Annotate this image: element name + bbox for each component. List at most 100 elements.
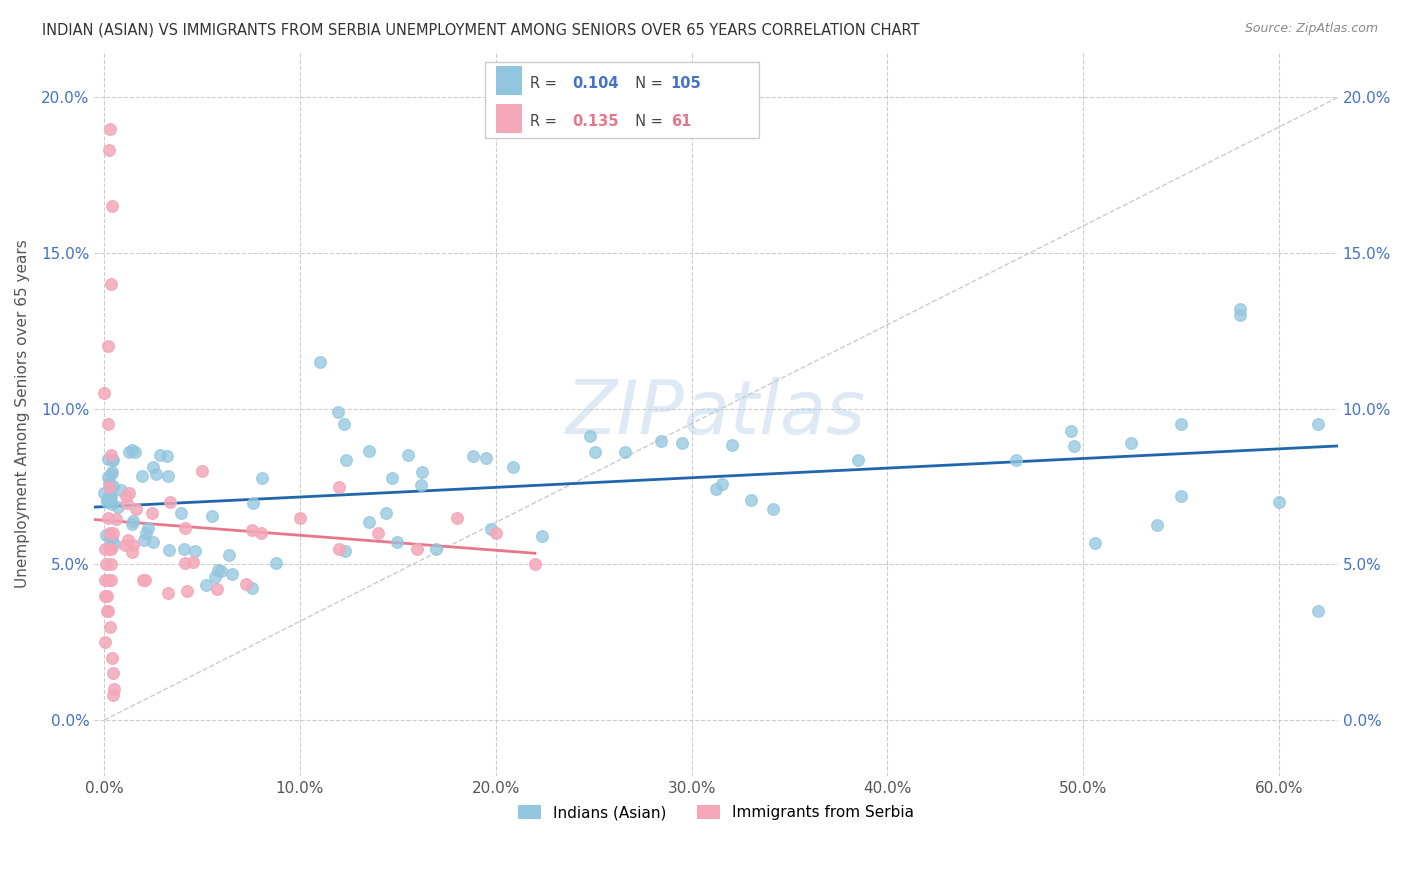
Immigrants from Serbia <box>100 449 122 463</box>
Text: N =: N = <box>626 76 668 91</box>
Indians (Asian) <box>156 469 179 483</box>
Indians (Asian) <box>1063 439 1085 453</box>
Indians (Asian) <box>475 450 498 465</box>
Immigrants from Serbia <box>93 573 115 587</box>
Immigrants from Serbia <box>93 386 115 401</box>
Immigrants from Serbia <box>96 604 118 618</box>
Immigrants from Serbia <box>523 558 546 572</box>
Indians (Asian) <box>333 417 356 432</box>
Indians (Asian) <box>846 452 869 467</box>
Indians (Asian) <box>502 459 524 474</box>
Indians (Asian) <box>201 508 224 523</box>
Immigrants from Serbia <box>176 584 198 599</box>
Indians (Asian) <box>385 535 408 549</box>
Indians (Asian) <box>740 492 762 507</box>
Indians (Asian) <box>97 470 120 484</box>
Legend: Indians (Asian), Immigrants from Serbia: Indians (Asian), Immigrants from Serbia <box>512 799 921 827</box>
Indians (Asian) <box>1005 453 1028 467</box>
Immigrants from Serbia <box>288 510 311 524</box>
Immigrants from Serbia <box>240 524 263 538</box>
Indians (Asian) <box>100 497 122 511</box>
Immigrants from Serbia <box>191 464 214 478</box>
Text: R =: R = <box>530 114 561 129</box>
Indians (Asian) <box>328 405 350 419</box>
Indians (Asian) <box>218 549 240 563</box>
Indians (Asian) <box>650 434 672 448</box>
Immigrants from Serbia <box>98 620 121 634</box>
Immigrants from Serbia <box>100 558 122 572</box>
Indians (Asian) <box>579 429 602 443</box>
Immigrants from Serbia <box>367 526 389 541</box>
Indians (Asian) <box>101 479 124 493</box>
Immigrants from Serbia <box>141 506 163 520</box>
Immigrants from Serbia <box>103 681 125 696</box>
Indians (Asian) <box>101 453 124 467</box>
Text: 0.135: 0.135 <box>572 114 619 129</box>
Immigrants from Serbia <box>249 526 271 541</box>
Indians (Asian) <box>396 448 419 462</box>
Immigrants from Serbia <box>103 526 125 541</box>
Immigrants from Serbia <box>96 589 118 603</box>
Immigrants from Serbia <box>121 545 143 559</box>
Immigrants from Serbia <box>328 480 350 494</box>
Indians (Asian) <box>671 435 693 450</box>
Indians (Asian) <box>98 475 121 490</box>
Immigrants from Serbia <box>105 512 128 526</box>
Indians (Asian) <box>138 521 160 535</box>
Indians (Asian) <box>107 500 129 515</box>
Immigrants from Serbia <box>100 526 122 541</box>
Indians (Asian) <box>1268 495 1291 509</box>
Indians (Asian) <box>110 483 132 497</box>
Immigrants from Serbia <box>100 277 122 292</box>
Immigrants from Serbia <box>406 541 429 556</box>
Immigrants from Serbia <box>97 604 120 618</box>
Indians (Asian) <box>374 506 396 520</box>
Indians (Asian) <box>250 471 273 485</box>
Immigrants from Serbia <box>115 496 138 510</box>
Immigrants from Serbia <box>101 688 124 702</box>
Immigrants from Serbia <box>114 538 136 552</box>
Immigrants from Serbia <box>96 510 118 524</box>
Indians (Asian) <box>240 581 263 595</box>
Immigrants from Serbia <box>94 635 117 649</box>
Indians (Asian) <box>381 471 404 485</box>
Indians (Asian) <box>411 478 433 492</box>
Indians (Asian) <box>204 570 226 584</box>
Immigrants from Serbia <box>117 533 139 547</box>
Text: 61: 61 <box>671 114 690 129</box>
Indians (Asian) <box>1308 417 1330 432</box>
Immigrants from Serbia <box>98 121 121 136</box>
Immigrants from Serbia <box>157 586 180 600</box>
Immigrants from Serbia <box>446 510 468 524</box>
Indians (Asian) <box>411 465 433 479</box>
Indians (Asian) <box>481 522 503 536</box>
Indians (Asian) <box>142 460 165 475</box>
Immigrants from Serbia <box>174 521 197 535</box>
Immigrants from Serbia <box>94 589 117 603</box>
Immigrants from Serbia <box>328 541 350 556</box>
Indians (Asian) <box>359 444 381 458</box>
Immigrants from Serbia <box>94 558 117 572</box>
Indians (Asian) <box>100 531 122 545</box>
Indians (Asian) <box>1170 417 1192 432</box>
Indians (Asian) <box>96 491 118 506</box>
Indians (Asian) <box>98 528 121 542</box>
Text: 105: 105 <box>671 76 702 91</box>
Indians (Asian) <box>721 438 744 452</box>
Immigrants from Serbia <box>98 541 121 556</box>
Indians (Asian) <box>94 527 117 541</box>
Indians (Asian) <box>704 483 727 497</box>
Indians (Asian) <box>98 539 121 553</box>
Indians (Asian) <box>173 541 195 556</box>
Indians (Asian) <box>132 533 155 548</box>
Indians (Asian) <box>93 486 115 500</box>
Indians (Asian) <box>1229 309 1251 323</box>
Indians (Asian) <box>121 516 143 531</box>
Indians (Asian) <box>145 467 167 481</box>
Indians (Asian) <box>1308 604 1330 618</box>
Immigrants from Serbia <box>159 495 181 509</box>
Immigrants from Serbia <box>132 573 155 587</box>
Indians (Asian) <box>207 563 229 577</box>
Indians (Asian) <box>121 442 143 457</box>
Immigrants from Serbia <box>94 541 117 556</box>
